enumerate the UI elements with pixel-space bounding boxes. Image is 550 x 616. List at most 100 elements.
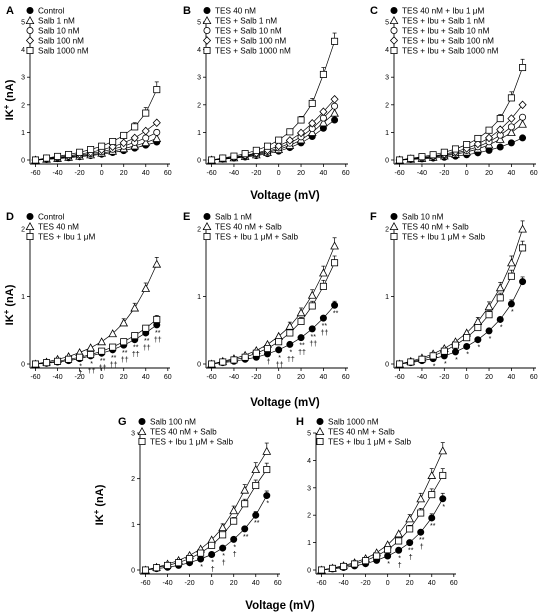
legend-item: TES 40 nM + Salb — [389, 221, 469, 232]
y-tick-label: 4 — [307, 458, 311, 465]
legend-item: TES 40 nM + Ibu 1 μM — [390, 7, 484, 16]
data-point — [451, 348, 459, 356]
ylabel-row1-main: IK — [4, 109, 16, 120]
legend-item: Salb 1000 nM — [26, 47, 89, 56]
ylabel-row3-main: IK — [94, 514, 106, 525]
series-square — [208, 255, 339, 368]
data-point — [307, 290, 317, 299]
data-point — [219, 544, 227, 552]
data-point — [297, 334, 305, 342]
data-point — [331, 116, 339, 124]
legend-marker — [203, 232, 211, 240]
data-point — [519, 64, 527, 72]
data-point — [428, 491, 436, 499]
panel-letter: D — [6, 211, 14, 223]
data-point — [241, 353, 249, 361]
data-point — [297, 116, 305, 124]
series-line — [399, 281, 523, 365]
data-point — [395, 537, 403, 545]
data-point — [263, 142, 271, 150]
data-point — [87, 351, 95, 359]
legend-label: TES + Ibu + Salb 100 nM — [402, 37, 494, 46]
data-point — [496, 315, 504, 323]
data-point — [208, 156, 216, 164]
significance-mark: †† — [309, 341, 317, 348]
legend-label: Salb 1 nM — [38, 17, 75, 26]
data-point — [484, 133, 494, 143]
data-point — [97, 337, 107, 346]
data-point — [219, 531, 227, 539]
xlabel-row1: Voltage (mV) — [250, 190, 320, 202]
series-filled-circle — [396, 276, 527, 368]
significance-mark: † — [398, 562, 402, 569]
data-point — [418, 153, 426, 161]
significance-mark: ** — [333, 310, 339, 317]
panel-letter: A — [6, 5, 14, 17]
legend-marker — [26, 7, 34, 14]
series-filled-circle — [32, 320, 161, 368]
data-point — [395, 546, 403, 554]
data-point — [319, 314, 327, 322]
series-line — [321, 498, 444, 571]
significance-mark: ** — [322, 323, 328, 330]
data-point — [507, 114, 516, 123]
data-point — [208, 550, 216, 558]
series-line — [211, 112, 335, 161]
legend-label: TES + Ibu + Salb 1000 nM — [402, 47, 499, 56]
data-point — [440, 148, 448, 156]
data-point — [130, 133, 139, 143]
panel-letter: C — [370, 5, 378, 17]
data-point — [197, 555, 205, 563]
data-point — [275, 136, 283, 144]
data-point — [120, 131, 128, 139]
y-tick-label: 5 — [197, 20, 201, 27]
data-point — [153, 564, 161, 572]
ylabel-row2-unit: (nA) — [4, 284, 16, 309]
series-triangle — [141, 442, 272, 574]
ylabel-row2-sup: + — [2, 309, 11, 314]
data-point — [153, 86, 161, 94]
significance-mark: †† — [88, 368, 96, 375]
data-point — [331, 301, 339, 309]
y-tick-label: 3 — [385, 75, 389, 82]
panel-letter: E — [183, 211, 190, 223]
significance-mark: ** — [430, 523, 436, 530]
data-point — [495, 134, 505, 143]
significance-mark: †† — [99, 365, 107, 372]
data-point — [252, 482, 260, 490]
data-point — [496, 294, 504, 302]
x-tick-label: -60 — [316, 580, 326, 587]
legend-label: TES 40 nM + Salb — [150, 428, 217, 437]
y-tick-label: 2 — [131, 476, 135, 483]
legend-marker — [390, 232, 398, 240]
y-tick-label: 2 — [21, 227, 25, 234]
data-point — [417, 509, 425, 517]
legend-marker — [26, 232, 34, 240]
data-point — [230, 152, 238, 160]
data-point — [329, 564, 337, 572]
series-triangle — [31, 133, 162, 164]
significance-mark: †† — [132, 352, 140, 359]
x-tick-label: 40 — [142, 170, 150, 177]
significance-mark: † — [79, 371, 83, 378]
x-tick-label: -40 — [52, 170, 62, 177]
y-tick-label: 2 — [385, 227, 389, 234]
data-point — [54, 152, 62, 160]
data-point — [219, 358, 227, 366]
legend-label: Salb 100 nM — [150, 418, 196, 427]
significance-mark: ** — [133, 345, 139, 352]
data-point — [164, 561, 172, 569]
x-tick-label: -20 — [75, 374, 85, 381]
y-tick-label: 0 — [307, 568, 311, 575]
data-point — [373, 552, 381, 560]
legend-marker — [203, 212, 211, 220]
data-point — [296, 308, 306, 317]
data-point — [507, 300, 515, 308]
data-point — [396, 156, 404, 164]
y-tick-label: 1 — [385, 130, 389, 137]
x-tick-label: 20 — [485, 374, 493, 381]
data-point — [319, 107, 328, 116]
data-point — [474, 134, 482, 142]
legend-label: Salb 1000 nM — [328, 418, 379, 427]
